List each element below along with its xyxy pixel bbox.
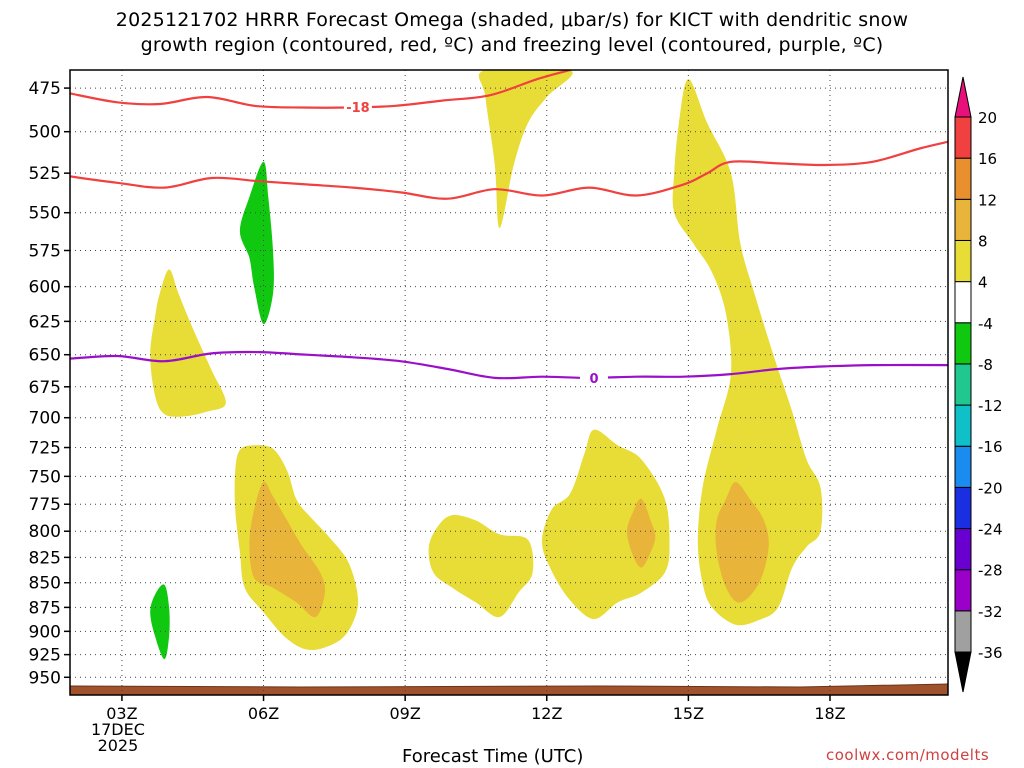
- x-tick-label-12Z: 12Z: [531, 704, 562, 723]
- colorbar-label--24: -24: [978, 521, 1003, 539]
- y-tick-label-500: 500: [29, 123, 61, 143]
- colorbar-bin-8-to-12: [954, 198, 972, 241]
- contour-label-freezing-level: 0: [589, 372, 598, 387]
- colorbar: -36 -32 -28 -24 -20 -16 -12 -8 -4 4 8 12 16 20: [954, 76, 1003, 693]
- colorbar-bin--16-to--12: [954, 404, 972, 447]
- plot-border: [69, 69, 949, 696]
- colorbar-bin-16-to-20: [954, 116, 972, 159]
- x-tick-label-09Z: 09Z: [389, 704, 420, 723]
- contour-label-bg-freezing-level: [579, 370, 608, 385]
- colorbar-label--16: -16: [978, 438, 1003, 456]
- omega-region-7: [627, 498, 656, 568]
- colorbar-label-12: 12: [978, 191, 997, 209]
- y-tick-label-700: 700: [29, 409, 61, 429]
- y-tick-label-725: 725: [29, 439, 61, 459]
- y-axis: 475 500 525 550 575 600 625 650 675 700 725 750 775 8…: [29, 79, 70, 688]
- y-tick-label-850: 850: [29, 574, 61, 594]
- colorbar-bin--8-to--4: [954, 322, 972, 365]
- y-tick-label-650: 650: [29, 346, 61, 366]
- colorbar-label-4: 4: [978, 274, 988, 292]
- omega-region-0: [478, 70, 573, 228]
- x-axis-title: Forecast Time (UTC): [402, 746, 584, 767]
- colorbar-label--36: -36: [978, 644, 1003, 662]
- chart-title-line-2: growth region (contoured, red, ºC) and f…: [140, 34, 884, 56]
- omega-region-8: [715, 482, 769, 603]
- colorbar-label-16: 16: [978, 150, 997, 168]
- colorbar-bin-above-20: [954, 76, 972, 118]
- omega-region-5: [672, 79, 823, 626]
- y-tick-label-875: 875: [29, 598, 61, 618]
- y-tick-label-775: 775: [29, 495, 61, 515]
- contour-label-bg-dgz-top: [343, 100, 372, 115]
- y-tick-label-950: 950: [29, 668, 61, 688]
- y-tick-label-475: 475: [29, 79, 61, 99]
- shaded-omega-regions: [150, 70, 823, 660]
- colorbar-label--12: -12: [978, 397, 1003, 415]
- colorbar-label-20: 20: [978, 109, 997, 127]
- contour-freezing-level: [70, 350, 948, 380]
- colorbar-label--20: -20: [978, 479, 1003, 497]
- y-tick-label-800: 800: [29, 522, 61, 542]
- colorbar-bin--12-to--8: [954, 363, 972, 406]
- colorbar-bin--28-to--24: [954, 528, 972, 571]
- omega-region-9: [239, 161, 274, 325]
- contour-label-dgz-top: -18: [346, 101, 370, 116]
- ground-strip: [69, 683, 949, 696]
- colorbar-label-8: 8: [978, 232, 988, 250]
- omega-region-4: [542, 429, 670, 620]
- colorbar-bin--32-to--28: [954, 569, 972, 612]
- contour-dgz-bottom: [70, 140, 948, 200]
- grid-lines: [70, 70, 948, 695]
- y-tick-label-600: 600: [29, 278, 61, 298]
- contour-dgz-top: [70, 70, 571, 109]
- omega-region-3: [428, 514, 534, 618]
- colorbar-bin--20-to--16: [954, 445, 972, 488]
- omega-region-10: [150, 584, 170, 660]
- colorbar-bin-below--36: [954, 651, 972, 693]
- x-tick-label-15Z: 15Z: [673, 704, 704, 723]
- y-tick-label-925: 925: [29, 646, 61, 666]
- plot-frame: [69, 69, 949, 696]
- x-tick-label-06Z: 06Z: [248, 704, 279, 723]
- colorbar-bin-4-to-8: [954, 239, 972, 283]
- y-tick-label-900: 900: [29, 622, 61, 642]
- colorbar-label--32: -32: [978, 603, 1003, 621]
- x-tick-sublabel-1: 2025: [98, 736, 139, 755]
- x-tick-label-03Z: 03Z: [106, 704, 137, 723]
- y-tick-label-575: 575: [29, 241, 61, 261]
- y-tick-label-550: 550: [29, 204, 61, 224]
- contour-lines: -18 0: [70, 70, 948, 387]
- chart-title-line-1: 2025121702 HRRR Forecast Omega (shaded, …: [115, 9, 909, 31]
- x-tick-sublabel-0: 17DEC: [91, 720, 145, 739]
- source-credit: coolwx.com/modelts: [826, 746, 990, 764]
- colorbar-label--8: -8: [978, 356, 993, 374]
- x-tick-label-18Z: 18Z: [814, 704, 845, 723]
- omega-region-1: [150, 269, 226, 417]
- y-tick-label-675: 675: [29, 378, 61, 398]
- colorbar-bin--36-to--32: [954, 610, 972, 653]
- colorbar-bin--24-to--20: [954, 486, 972, 530]
- colorbar-bin-12-to-16: [954, 157, 972, 200]
- omega-region-6: [249, 481, 326, 618]
- y-tick-label-625: 625: [29, 312, 61, 332]
- y-tick-label-750: 750: [29, 467, 61, 487]
- ground-surface: [69, 683, 949, 696]
- y-tick-label-525: 525: [29, 164, 61, 184]
- colorbar-label--28: -28: [978, 562, 1003, 580]
- y-tick-label-825: 825: [29, 548, 61, 568]
- colorbar-bin--4-to-4: [954, 281, 972, 324]
- colorbar-label--4: -4: [978, 315, 993, 333]
